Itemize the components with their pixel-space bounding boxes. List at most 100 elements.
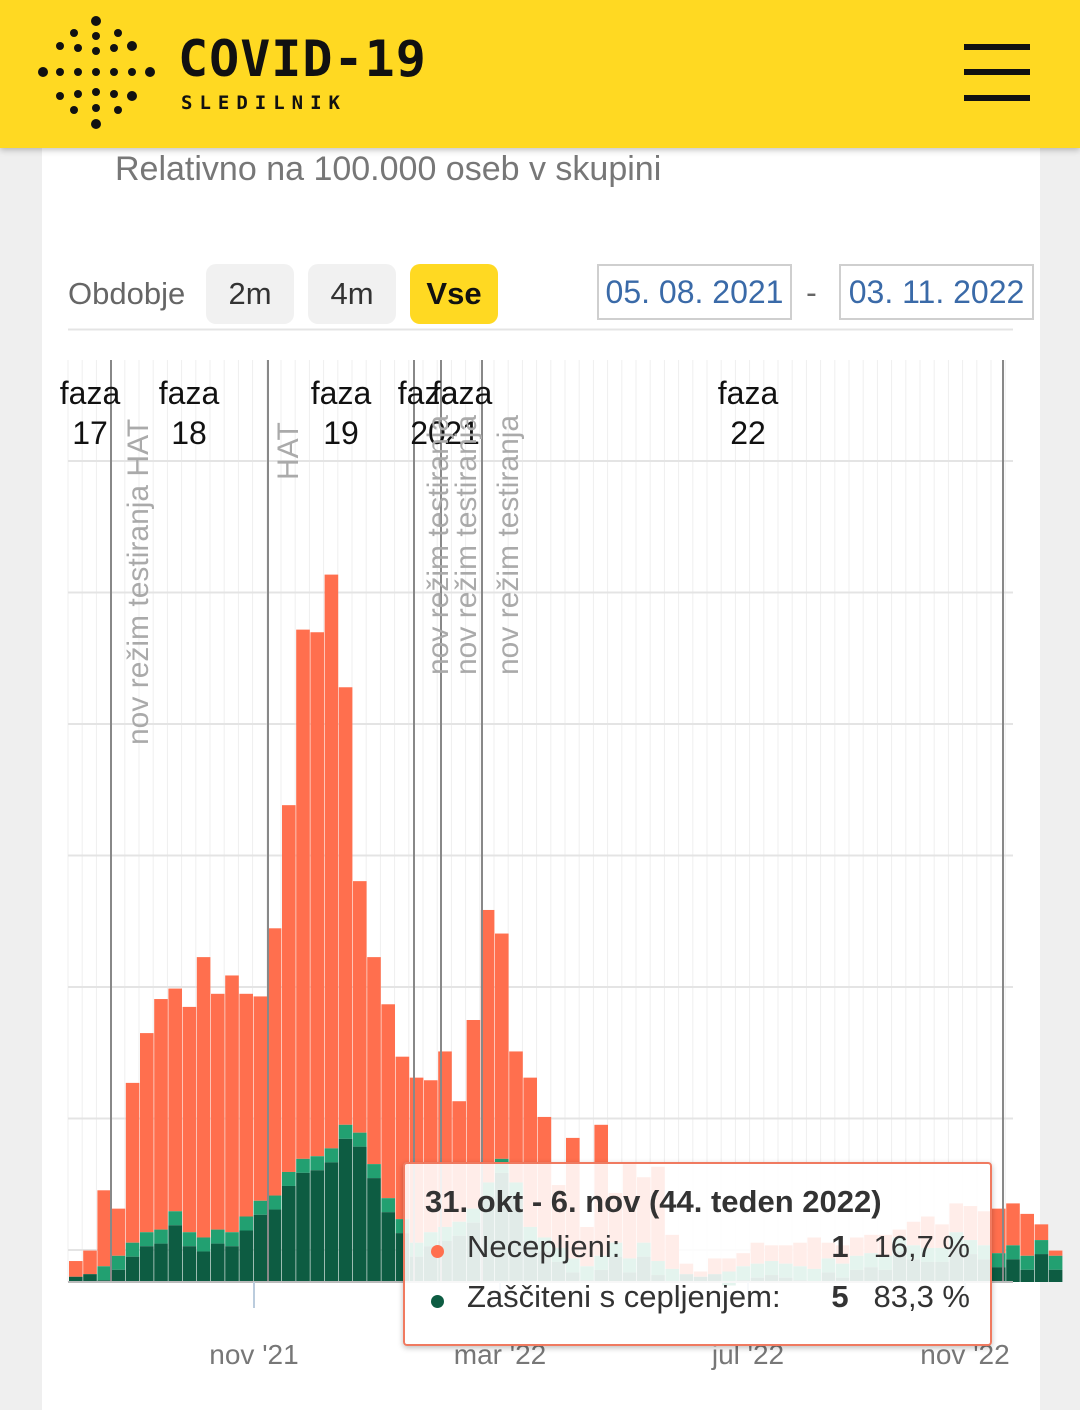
bar-vaccinated[interactable] [168, 1225, 182, 1282]
bar-unvaccinated[interactable] [324, 574, 339, 1149]
bar-vaccinated-highlight [267, 1195, 282, 1210]
bar-vaccinated[interactable] [1006, 1259, 1020, 1282]
bar-unvaccinated[interactable] [239, 993, 253, 1217]
bar-vaccinated-highlight [353, 1132, 367, 1147]
bar-unvaccinated[interactable] [168, 988, 182, 1212]
bar-vaccinated[interactable] [154, 1243, 168, 1282]
annotation-label: nov režim testiranja [422, 415, 455, 675]
bar-unvaccinated[interactable] [282, 805, 296, 1172]
bar-unvaccinated[interactable] [253, 996, 268, 1201]
bar-unvaccinated[interactable] [338, 687, 353, 1125]
bar-vaccinated-highlight [211, 1229, 225, 1244]
phase-lines [110, 360, 1004, 1282]
bar-vaccinated[interactable] [367, 1178, 381, 1282]
bar-vaccinated[interactable] [239, 1230, 253, 1283]
bar-vaccinated-highlight [168, 1211, 182, 1226]
bar-vaccinated[interactable] [381, 1212, 395, 1282]
bar-vaccinated-highlight [253, 1200, 268, 1215]
bar-unvaccinated[interactable] [125, 1082, 140, 1243]
app-title: COVID-19 [178, 30, 427, 88]
bar-vaccinated[interactable] [282, 1185, 296, 1282]
tooltip-percent: 83,3 % [873, 1279, 970, 1314]
bar-vaccinated[interactable] [1048, 1269, 1063, 1282]
bar-unvaccinated[interactable] [509, 1051, 523, 1183]
bar-vaccinated[interactable] [253, 1214, 268, 1282]
bar-vaccinated[interactable] [140, 1246, 154, 1282]
bar-vaccinated[interactable] [125, 1256, 140, 1282]
bar-unvaccinated[interactable] [225, 975, 239, 1233]
period-4m-button[interactable]: 4m [308, 264, 396, 324]
bar-vaccinated[interactable] [296, 1172, 310, 1282]
bar-unvaccinated[interactable] [83, 1250, 97, 1275]
bar-unvaccinated[interactable] [111, 1208, 126, 1256]
bar-unvaccinated[interactable] [1020, 1213, 1034, 1256]
bar-unvaccinated[interactable] [182, 1006, 197, 1233]
bar-vaccinated[interactable] [211, 1243, 225, 1282]
bar-unvaccinated[interactable] [1048, 1250, 1063, 1256]
phase-number: 17 [72, 415, 108, 451]
bar-unvaccinated[interactable] [480, 909, 495, 1183]
bar-vaccinated[interactable] [353, 1146, 367, 1282]
bar-vaccinated-highlight [111, 1255, 126, 1270]
period-all-button[interactable]: Vse [410, 264, 498, 324]
bar-unvaccinated[interactable] [353, 881, 367, 1133]
tooltip-count: 5 [831, 1279, 849, 1314]
bar-vaccinated[interactable] [310, 1170, 324, 1282]
bar-unvaccinated[interactable] [140, 1033, 154, 1233]
bar-vaccinated[interactable] [196, 1251, 211, 1282]
bar-vaccinated[interactable] [111, 1269, 126, 1282]
bar-unvaccinated[interactable] [466, 1020, 481, 1209]
bar-vaccinated-highlight [1020, 1255, 1034, 1270]
bar-vaccinated[interactable] [182, 1246, 197, 1282]
hamburger-menu-icon[interactable] [960, 40, 1036, 106]
bar-vaccinated-highlight [239, 1216, 253, 1231]
bar-vaccinated[interactable] [338, 1138, 353, 1282]
annotation-label: HAT [272, 422, 305, 480]
bar-unvaccinated[interactable] [97, 1190, 111, 1267]
bar-unvaccinated[interactable] [367, 957, 381, 1165]
bar-vaccinated-highlight [1006, 1245, 1020, 1260]
bar-vaccinated[interactable] [267, 1209, 282, 1282]
bar-vaccinated-highlight [225, 1232, 239, 1247]
bar-vaccinated-highlight [310, 1156, 324, 1171]
bar-vaccinated[interactable] [69, 1276, 83, 1282]
phase-number: 21 [444, 415, 480, 451]
bar-vaccinated-highlight [140, 1232, 154, 1247]
bar-unvaccinated[interactable] [196, 957, 211, 1238]
bar-vaccinated-highlight [338, 1124, 353, 1139]
bar-vaccinated-highlight [182, 1232, 197, 1247]
phase-label: faza [159, 375, 220, 411]
bar-vaccinated-highlight [196, 1237, 211, 1252]
tooltip-count: 1 [831, 1229, 849, 1264]
bar-unvaccinated[interactable] [381, 1004, 395, 1199]
tooltip-title: 31. okt - 6. nov (44. teden 2022) [425, 1184, 882, 1219]
annotations: faza 17 faza 18 faza 19 faza 20 faza 21 faza 22 nov … [60, 375, 779, 745]
bar-vaccinated[interactable] [83, 1274, 97, 1282]
bar-vaccinated-highlight [154, 1229, 168, 1244]
bar-unvaccinated[interactable] [267, 928, 282, 1196]
bar-unvaccinated[interactable] [310, 632, 324, 1157]
legend-dot-unvaccinated [431, 1245, 444, 1258]
period-label: Obdobje [68, 276, 186, 311]
bar-vaccinated[interactable] [324, 1162, 339, 1282]
bar-vaccinated[interactable] [1020, 1269, 1034, 1282]
bar-vaccinated[interactable] [1034, 1254, 1049, 1282]
phase-number: 22 [730, 415, 766, 451]
date-separator: - [806, 276, 817, 311]
period-2m-button[interactable]: 2m [206, 264, 294, 324]
phase-label: faza [60, 375, 121, 411]
bar-vaccinated-highlight [1048, 1255, 1063, 1270]
bar-unvaccinated[interactable] [211, 993, 225, 1230]
bar-unvaccinated[interactable] [1006, 1203, 1020, 1246]
bar-unvaccinated[interactable] [495, 933, 509, 1159]
bar-vaccinated[interactable] [225, 1246, 239, 1282]
bar-unvaccinated[interactable] [296, 629, 310, 1159]
bar-unvaccinated[interactable] [154, 999, 168, 1230]
bar-unvaccinated[interactable] [1034, 1224, 1049, 1241]
date-from-input[interactable]: 05. 08. 2021 [597, 264, 792, 320]
bar-vaccinated-highlight [125, 1242, 140, 1257]
date-to-input[interactable]: 03. 11. 2022 [839, 264, 1034, 320]
phase-number: 19 [323, 415, 359, 451]
bar-unvaccinated[interactable] [69, 1261, 83, 1277]
bar-vaccinated-highlight [97, 1266, 111, 1281]
